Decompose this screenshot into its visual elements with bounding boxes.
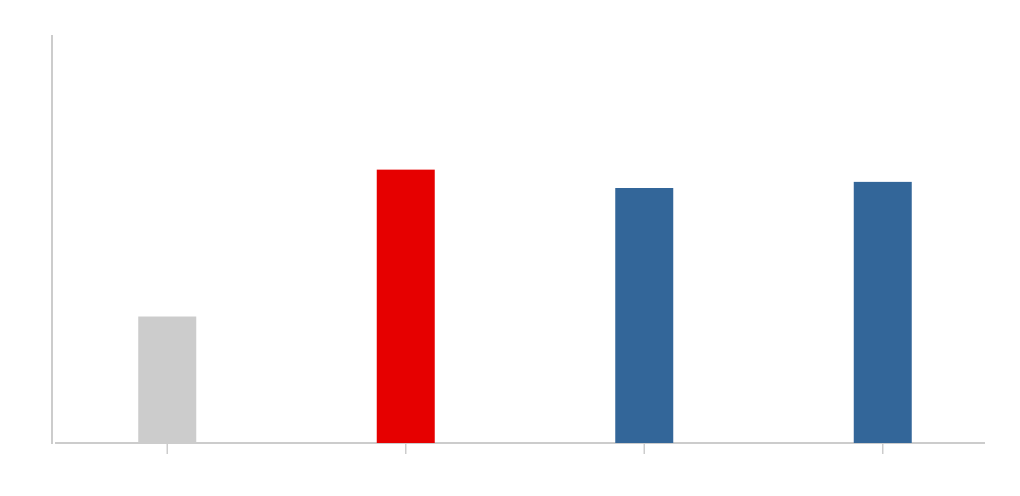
bar	[853, 181, 912, 443]
bar	[138, 316, 197, 443]
bar	[376, 169, 435, 443]
bar	[615, 188, 674, 443]
